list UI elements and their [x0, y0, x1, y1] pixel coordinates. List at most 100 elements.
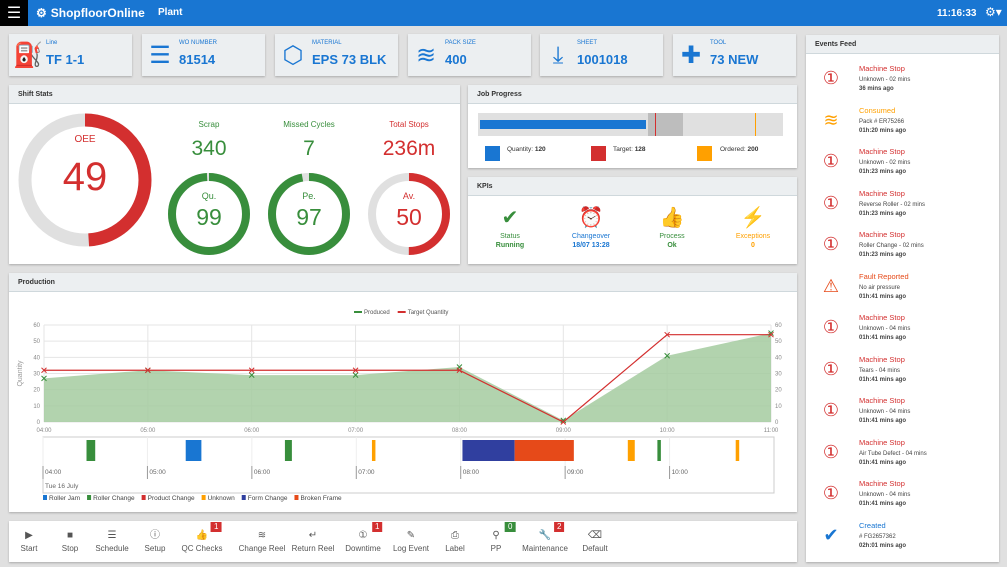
alert-circle-icon: ① — [358, 530, 368, 541]
kpi-value: 0 — [751, 242, 755, 249]
count-badge: 2 — [554, 522, 565, 532]
pencil-icon: ✎ — [406, 530, 416, 541]
alert-circle-icon: ① — [822, 400, 840, 420]
timeline-legend-swatch — [141, 495, 146, 500]
backspace-icon: ⌫ — [587, 530, 603, 541]
produced-area — [44, 333, 771, 422]
target-point — [768, 331, 774, 338]
return-reel-button[interactable]: ↵ Return Reel — [292, 528, 335, 554]
panel-title: Shift Stats — [9, 85, 460, 104]
timeline-legend-label[interactable]: Form Change — [248, 495, 288, 502]
event-detail: Unknown - 04 mins — [859, 492, 911, 498]
button-label: Log Event — [392, 544, 430, 553]
cube-icon: ⬡ — [282, 42, 304, 69]
event-item[interactable]: ① Machine Stop Reverse Roller - 02 mins 01h… — [806, 187, 999, 228]
legend-target[interactable]: Target Quantity — [408, 310, 449, 316]
timeline-legend-label[interactable]: Unknown — [208, 495, 235, 502]
events-feed-panel: Events Feed ① Machine Stop Unknown - 02 mi… — [806, 35, 999, 562]
menu-icon[interactable]: ☰ — [0, 0, 28, 26]
event-time: 36 mins ago — [859, 86, 894, 92]
schedule-button[interactable]: ☰ Schedule — [95, 528, 128, 554]
target-point — [664, 331, 670, 338]
missed-cycles-stat: Missed Cycles 7 — [264, 120, 354, 161]
timeline-legend-label[interactable]: Roller Jam — [49, 495, 80, 502]
event-item[interactable]: ① Machine Stop Tears - 04 mins 01h:41 mins … — [806, 353, 999, 394]
timeline-date: Tue 16 July — [45, 483, 79, 490]
stop-button[interactable]: ■ Stop — [62, 528, 78, 554]
count-badge: 1 — [371, 522, 383, 532]
timeline-legend-label[interactable]: Broken Frame — [300, 495, 342, 502]
legend-produced[interactable]: Produced — [364, 310, 390, 316]
kpi-label: Process — [659, 233, 685, 240]
timeline-event[interactable] — [185, 440, 202, 461]
event-detail: No air pressure — [859, 284, 901, 291]
qc-checks-button[interactable]: 👍 QC Checks 1 — [181, 522, 223, 554]
event-time: 01h:41 mins ago — [859, 459, 907, 466]
button-label: QC Checks — [181, 544, 223, 553]
y-tick-left: 30 — [33, 372, 40, 378]
gauge-value: 99 — [196, 204, 222, 230]
timeline-event[interactable] — [86, 440, 96, 461]
kpi-status: ✔ Status Running — [470, 204, 550, 250]
timeline-legend-label[interactable]: Roller Change — [93, 495, 135, 502]
timeline-event[interactable] — [462, 440, 515, 461]
job-progress-bar — [478, 113, 783, 136]
label-button[interactable]: ⎙ Label — [445, 528, 465, 554]
timeline-event[interactable] — [627, 440, 635, 461]
event-title: Machine Stop — [859, 188, 905, 198]
event-item[interactable]: ① Machine Stop Air Tube Defect - 04 mins 01… — [806, 436, 999, 477]
event-item[interactable]: ① Machine Stop Roller Change - 02 mins 01h:… — [806, 228, 999, 269]
brand-logo[interactable]: ⚙ ShopfloorOnline — [36, 6, 145, 20]
change-reel-button[interactable]: ≋ Change Reel — [239, 528, 286, 554]
maintenance-button[interactable]: 🔧 Maintenance 2 — [522, 522, 568, 554]
timeline-event[interactable] — [735, 440, 740, 461]
settings-icon[interactable]: ⚙▾ — [985, 5, 1002, 19]
timeline-tick-label: 09:00 — [567, 469, 584, 476]
event-item[interactable]: ✔ Created # FG2657362 02h:01 mins ago — [806, 519, 999, 560]
setup-button[interactable]: ⓘ Setup — [145, 528, 166, 554]
count-badge: 0 — [504, 522, 516, 532]
gauge-label: Av. — [402, 191, 416, 201]
x-tick: 07:00 — [348, 428, 364, 434]
pp-button[interactable]: ⚲ PP 0 — [491, 522, 516, 554]
event-item[interactable]: ⚠ Fault Reported No air pressure 01h:41 min… — [806, 270, 999, 311]
shift-stats-panel: Shift Stats OEE 49 Scrap 340 Missed Cycle… — [9, 85, 460, 264]
timeline-event[interactable] — [657, 440, 661, 461]
event-title: Machine Stop — [859, 230, 905, 239]
timeline-event[interactable] — [371, 440, 376, 461]
produced-point — [352, 372, 359, 378]
event-item[interactable]: ≋ Consumed Pack # ER75266 01h:20 mins ago — [806, 104, 999, 145]
card-value: 73 NEW — [710, 52, 759, 67]
legend-value: 128 — [634, 146, 646, 153]
timeline-legend-label[interactable]: Product Change — [148, 495, 195, 502]
default-button[interactable]: ⌫ Default — [582, 528, 607, 554]
timeline-legend-swatch — [294, 495, 299, 500]
timeline-tick-label: 08:00 — [463, 469, 480, 476]
download-icon: ⤓ — [552, 42, 564, 69]
stat-label: Missed Cycles — [283, 120, 335, 129]
x-tick: 05:00 — [140, 428, 156, 434]
event-time: 01h:23 mins ago — [859, 252, 907, 258]
downtime-button[interactable]: ① Downtime 1 — [345, 522, 383, 554]
event-item[interactable]: ① Machine Stop Unknown - 04 mins 01h:41 min… — [806, 394, 999, 435]
count-badge: 1 — [211, 522, 222, 532]
timeline-box — [42, 436, 775, 494]
clock: 11:16:33 — [937, 8, 977, 19]
start-button[interactable]: ▶ Start — [21, 528, 38, 554]
stop-icon: ■ — [66, 530, 74, 541]
kpi-value: Running — [495, 242, 525, 249]
card-label: Line — [46, 40, 58, 46]
legend-value: 120 — [534, 146, 546, 153]
event-item[interactable]: ① Machine Stop Unknown - 04 mins 01h:41 min… — [806, 477, 999, 518]
job-progress-panel: Job Progress Quantity: 120 Target: 128 O… — [468, 85, 797, 168]
ordered-marker — [755, 113, 757, 136]
timeline-event[interactable] — [514, 440, 574, 461]
gauge-value: 50 — [396, 204, 422, 230]
y-tick-left: 60 — [33, 323, 40, 329]
event-item[interactable]: ① Machine Stop Unknown - 02 mins 01h:23 min… — [806, 145, 999, 186]
timeline-event[interactable] — [284, 440, 292, 461]
quantity-fill — [480, 120, 647, 129]
event-item[interactable]: ① Machine Stop Unknown - 02 mins 36 mins ag… — [806, 62, 999, 103]
log-event-button[interactable]: ✎ Log Event — [393, 528, 429, 554]
event-item[interactable]: ① Machine Stop Unknown - 04 mins 01h:41 min… — [806, 311, 999, 352]
